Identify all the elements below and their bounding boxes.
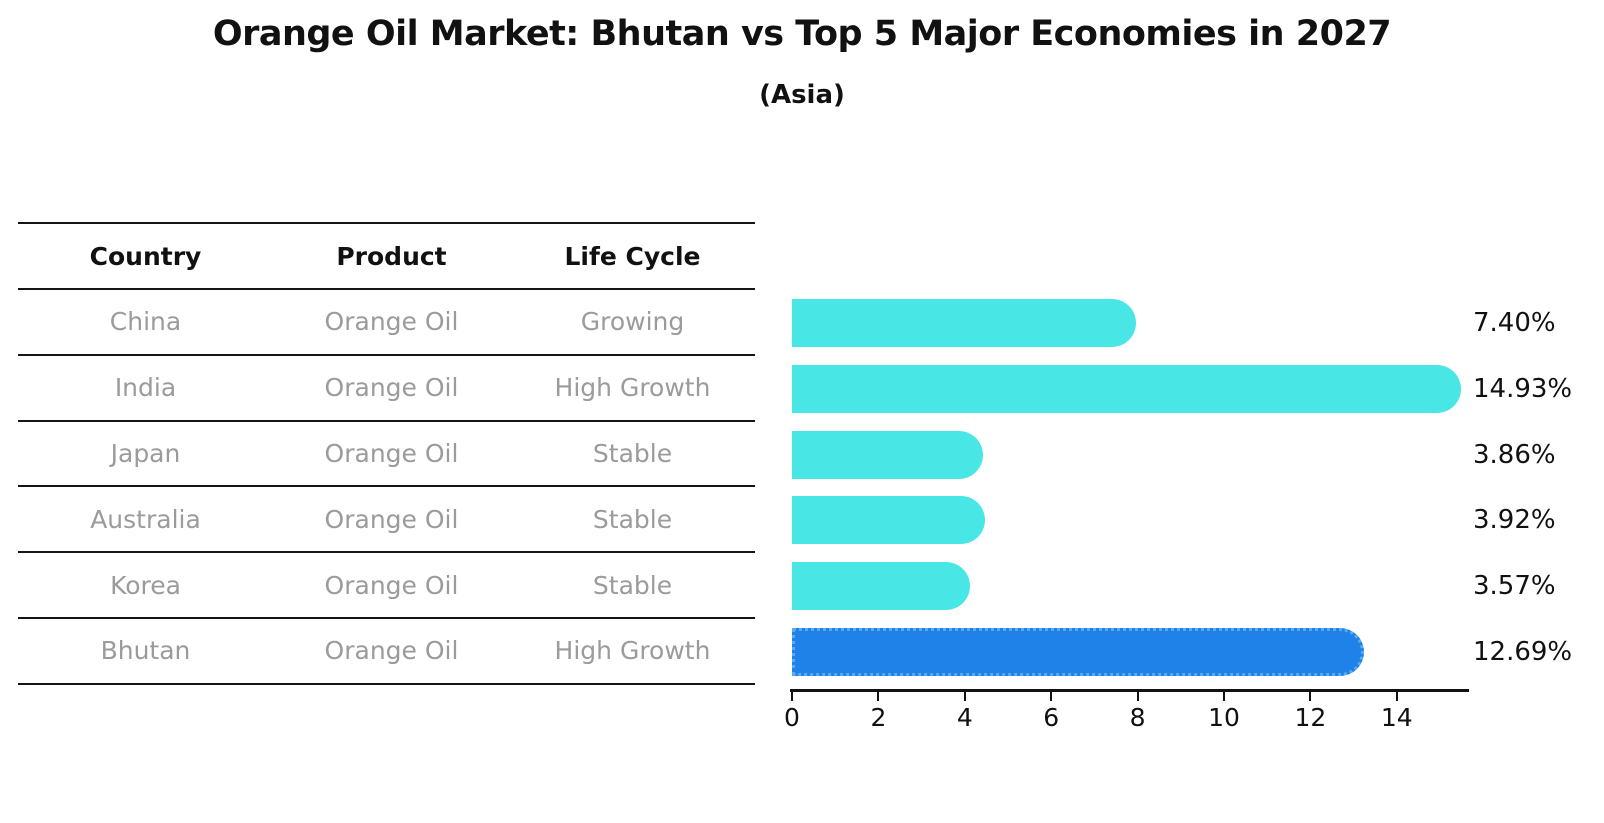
product-cell: Orange Oil: [324, 307, 459, 337]
value-label-india: 14.93%: [1473, 373, 1573, 404]
x-tick-mark: [1395, 692, 1398, 701]
x-tick-label: 12: [1294, 703, 1327, 732]
lifecycle-cell: Stable: [592, 504, 673, 534]
country-table: Country Product Life Cycle China Orange …: [18, 222, 755, 685]
bar-australia: [792, 496, 986, 545]
country-cell: India: [114, 373, 177, 403]
bar-japan: [792, 430, 983, 479]
x-tick-mark: [1309, 692, 1312, 701]
bar-china: [792, 298, 1136, 347]
lifecycle-cell: High Growth: [554, 373, 711, 403]
x-tick-mark: [1223, 692, 1225, 701]
lifecycle-cell: High Growth: [554, 636, 711, 666]
x-tick-mark: [963, 692, 966, 701]
x-tick-label: 14: [1380, 703, 1413, 732]
x-tick-label: 0: [784, 703, 800, 732]
header-lifecycle: Life Cycle: [564, 241, 701, 271]
country-cell: Australia: [90, 504, 201, 534]
table-row-korea: Korea Orange Oil Stable: [18, 553, 755, 619]
country-cell: Bhutan: [100, 636, 191, 666]
table-row-china: China Orange Oil Growing: [18, 290, 755, 356]
bar-bhutan: [792, 627, 1365, 676]
value-label-bhutan: 12.69%: [1473, 636, 1573, 667]
value-label-china: 7.40%: [1473, 307, 1556, 338]
product-cell: Orange Oil: [324, 570, 459, 600]
table-row-bhutan: Bhutan Orange Oil High Growth: [18, 619, 755, 685]
x-tick-label: 4: [956, 703, 973, 732]
product-cell: Orange Oil: [324, 636, 459, 666]
lifecycle-cell: Stable: [592, 570, 673, 600]
value-label-korea: 3.57%: [1473, 571, 1556, 602]
product-cell: Orange Oil: [324, 373, 459, 403]
value-label-australia: 3.92%: [1473, 505, 1556, 536]
country-cell: Korea: [110, 570, 181, 600]
bar-korea: [792, 562, 971, 611]
table-header-row: Country Product Life Cycle: [18, 224, 755, 290]
country-cell: China: [109, 307, 182, 337]
country-cell: Japan: [110, 438, 181, 468]
chart-subtitle: (Asia): [759, 80, 845, 110]
x-tick-label: 10: [1208, 703, 1240, 732]
value-label-japan: 3.86%: [1473, 439, 1556, 470]
table-row-japan: Japan Orange Oil Stable: [18, 422, 755, 488]
x-tick-label: 6: [1043, 703, 1060, 732]
x-axis-line: [790, 689, 1469, 692]
header-country: Country: [89, 241, 202, 271]
lifecycle-cell: Growing: [580, 307, 685, 337]
chart-title: Orange Oil Market: Bhutan vs Top 5 Major…: [212, 14, 1392, 54]
bar-india: [792, 364, 1461, 413]
x-tick-label: 2: [870, 703, 887, 732]
product-cell: Orange Oil: [324, 504, 459, 534]
x-tick-label: 8: [1129, 703, 1146, 732]
x-tick-mark: [877, 692, 880, 701]
x-tick-mark: [791, 692, 793, 701]
table-row-india: India Orange Oil High Growth: [18, 356, 755, 422]
x-tick-mark: [1050, 692, 1053, 701]
lifecycle-cell: Stable: [592, 438, 673, 468]
product-cell: Orange Oil: [324, 438, 459, 468]
header-product: Product: [336, 241, 447, 271]
x-tick-mark: [1136, 692, 1139, 701]
table-row-australia: Australia Orange Oil Stable: [18, 487, 755, 554]
